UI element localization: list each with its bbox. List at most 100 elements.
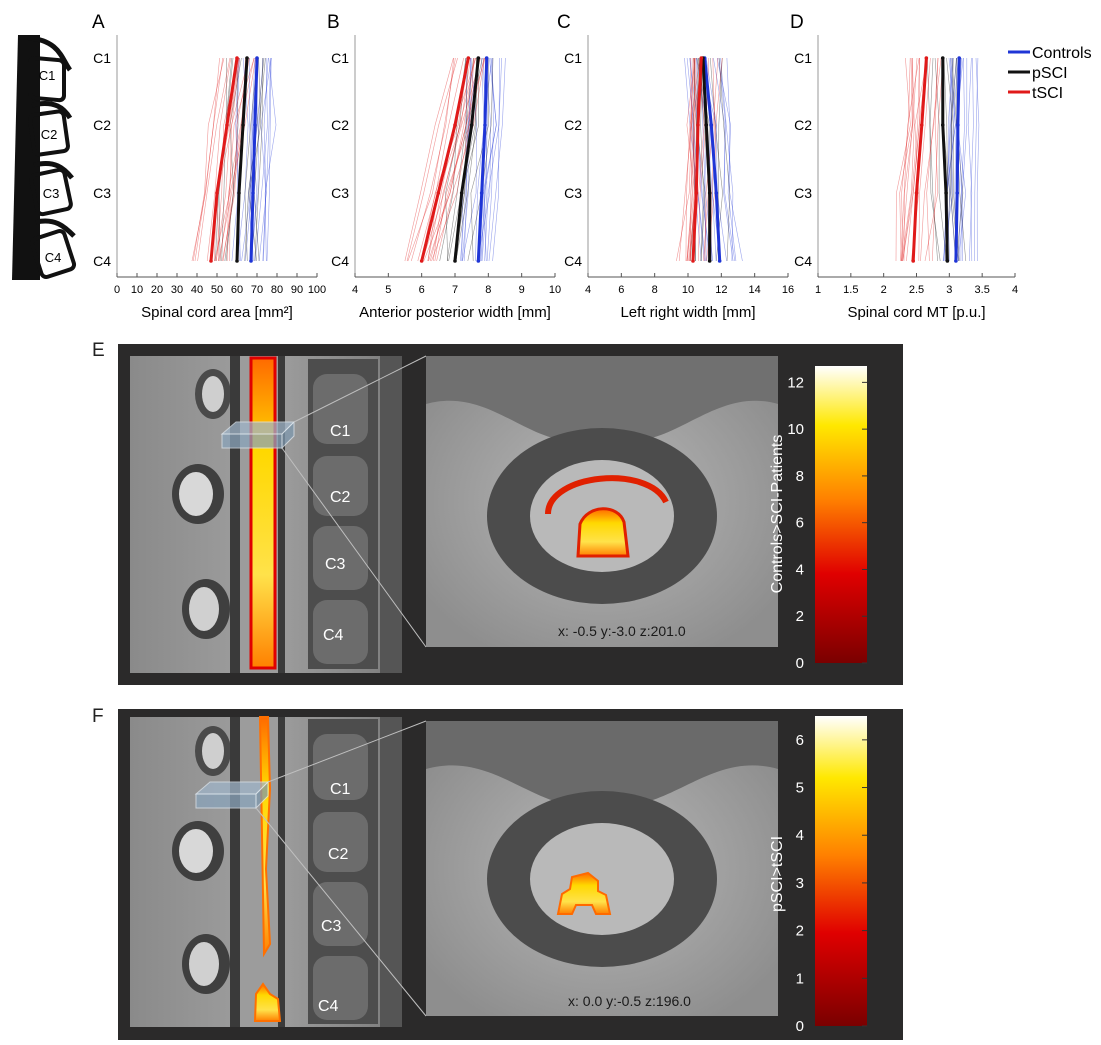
subject-trace bbox=[704, 57, 719, 262]
x-tick-label: 2 bbox=[881, 284, 887, 296]
mean-point-controls bbox=[717, 259, 722, 263]
colorbar-tick-label: 8 bbox=[796, 468, 804, 485]
subject-trace bbox=[245, 57, 252, 262]
mean-line-tsci bbox=[911, 57, 928, 262]
y-tick-label-c4: C4 bbox=[794, 253, 812, 269]
mean-point-psci bbox=[707, 259, 712, 263]
subject-trace bbox=[926, 57, 942, 262]
x-tick-label: 3 bbox=[946, 284, 952, 296]
mean-point-tsci bbox=[215, 191, 219, 195]
mean-point-controls bbox=[484, 56, 489, 60]
mean-point-tsci bbox=[924, 56, 929, 60]
chart-panel-d: 1 1.5 2 2.5 3 3.5 4 C1 C2 C3 C4 Spinal cord MT [p.u… bbox=[794, 35, 1018, 321]
mean-point-psci bbox=[459, 191, 464, 195]
subject-trace bbox=[958, 57, 965, 262]
subject-trace bbox=[484, 57, 500, 262]
mean-point-tsci bbox=[696, 123, 700, 127]
colorbar-tick-label: 1 bbox=[796, 970, 804, 987]
x-tick-label: 40 bbox=[191, 284, 203, 296]
colorbar-tick-label: 12 bbox=[787, 374, 804, 391]
colorbar-tick-label: 0 bbox=[796, 655, 804, 672]
subject-trace bbox=[974, 57, 979, 262]
subject-trace bbox=[686, 57, 696, 262]
mean-point-psci bbox=[940, 56, 945, 60]
mean-point-psci bbox=[704, 123, 709, 127]
colorbar-tick-label: 5 bbox=[796, 780, 804, 797]
mean-point-controls bbox=[483, 123, 487, 127]
colorbar-f bbox=[815, 716, 867, 1026]
subject-trace bbox=[225, 57, 239, 262]
x-axis-label: Spinal cord area [mm²] bbox=[141, 304, 293, 321]
subject-trace bbox=[229, 57, 256, 262]
x-tick-label: 0 bbox=[114, 284, 120, 296]
subject-trace bbox=[231, 57, 239, 262]
mean-point-psci bbox=[453, 259, 457, 263]
profile-charts: C1 C2 C3 C4 A B C D Controls pSCI tSCI 0… bbox=[12, 12, 1092, 321]
mean-point-psci bbox=[945, 259, 950, 263]
panel-letter-d: D bbox=[790, 12, 804, 33]
subject-trace bbox=[253, 57, 266, 262]
subject-trace bbox=[899, 57, 913, 262]
subject-trace bbox=[475, 57, 485, 262]
subject-trace bbox=[217, 57, 240, 262]
sag-f-label-c4: C4 bbox=[318, 998, 339, 1015]
subject-trace bbox=[215, 57, 240, 262]
panel-e: C1 C2 C3 C4 x: -0.5 y:-3.0 z:201.0 0 2 4 6 8… bbox=[118, 344, 903, 685]
subject-trace bbox=[901, 57, 913, 262]
subject-trace bbox=[924, 57, 939, 262]
colorbar-tick-label: 4 bbox=[796, 561, 804, 578]
y-tick-label-c3: C3 bbox=[331, 185, 349, 201]
x-tick-label: 16 bbox=[782, 284, 794, 296]
subject-trace bbox=[690, 57, 702, 262]
subject-trace bbox=[222, 57, 250, 262]
mean-point-psci bbox=[235, 259, 239, 263]
spine-schematic: C1 C2 C3 C4 bbox=[12, 35, 77, 280]
subject-trace bbox=[479, 57, 497, 262]
subject-trace bbox=[720, 57, 734, 262]
subject-trace bbox=[214, 57, 250, 262]
mean-point-psci bbox=[245, 56, 249, 60]
x-tick-label: 10 bbox=[549, 284, 561, 296]
subject-trace bbox=[929, 57, 938, 262]
sag-f-label-c3: C3 bbox=[321, 918, 342, 935]
mean-point-tsci bbox=[911, 259, 916, 263]
subject-trace bbox=[492, 57, 502, 262]
subject-trace bbox=[934, 57, 947, 262]
panel-letter-f: F bbox=[92, 706, 104, 727]
subject-trace bbox=[428, 57, 481, 262]
subject-trace bbox=[206, 57, 232, 262]
panel-letter-b: B bbox=[327, 12, 340, 33]
activation-axial-f bbox=[556, 871, 612, 915]
subject-trace bbox=[194, 57, 223, 262]
subject-trace bbox=[434, 57, 475, 262]
subject-trace bbox=[432, 57, 481, 262]
slice-box bbox=[221, 433, 283, 449]
panel-letter-a: A bbox=[92, 12, 105, 33]
subject-trace bbox=[927, 57, 941, 262]
subject-trace bbox=[950, 57, 957, 262]
x-tick-label: 1.5 bbox=[843, 284, 858, 296]
y-tick-label-c1: C1 bbox=[93, 50, 111, 66]
x-axis-label: Spinal cord MT [p.u.] bbox=[847, 304, 985, 321]
y-tick-label-c3: C3 bbox=[93, 185, 111, 201]
mean-point-tsci bbox=[466, 56, 471, 60]
x-tick-label: 5 bbox=[385, 284, 391, 296]
mean-line-controls bbox=[476, 57, 489, 262]
y-tick-label-c3: C3 bbox=[794, 185, 812, 201]
subject-trace bbox=[254, 57, 263, 262]
colorbar-tick-label: 2 bbox=[796, 923, 804, 940]
subject-trace bbox=[224, 57, 242, 262]
subject-trace bbox=[718, 57, 731, 262]
y-tick-label-c2: C2 bbox=[794, 117, 812, 133]
legend-label-tscis: tSCI bbox=[1032, 85, 1063, 102]
mean-point-controls bbox=[253, 123, 257, 127]
x-tick-label: 20 bbox=[151, 284, 163, 296]
subject-trace bbox=[197, 57, 231, 262]
subject-trace bbox=[411, 57, 455, 262]
colorbar-label-f: pSCI>tSCI bbox=[769, 836, 786, 912]
y-tick-label-c2: C2 bbox=[564, 117, 582, 133]
subject-trace bbox=[678, 57, 692, 262]
slice-box-f bbox=[195, 793, 257, 809]
mean-point-tsci bbox=[699, 56, 704, 60]
subject-trace bbox=[946, 57, 957, 262]
